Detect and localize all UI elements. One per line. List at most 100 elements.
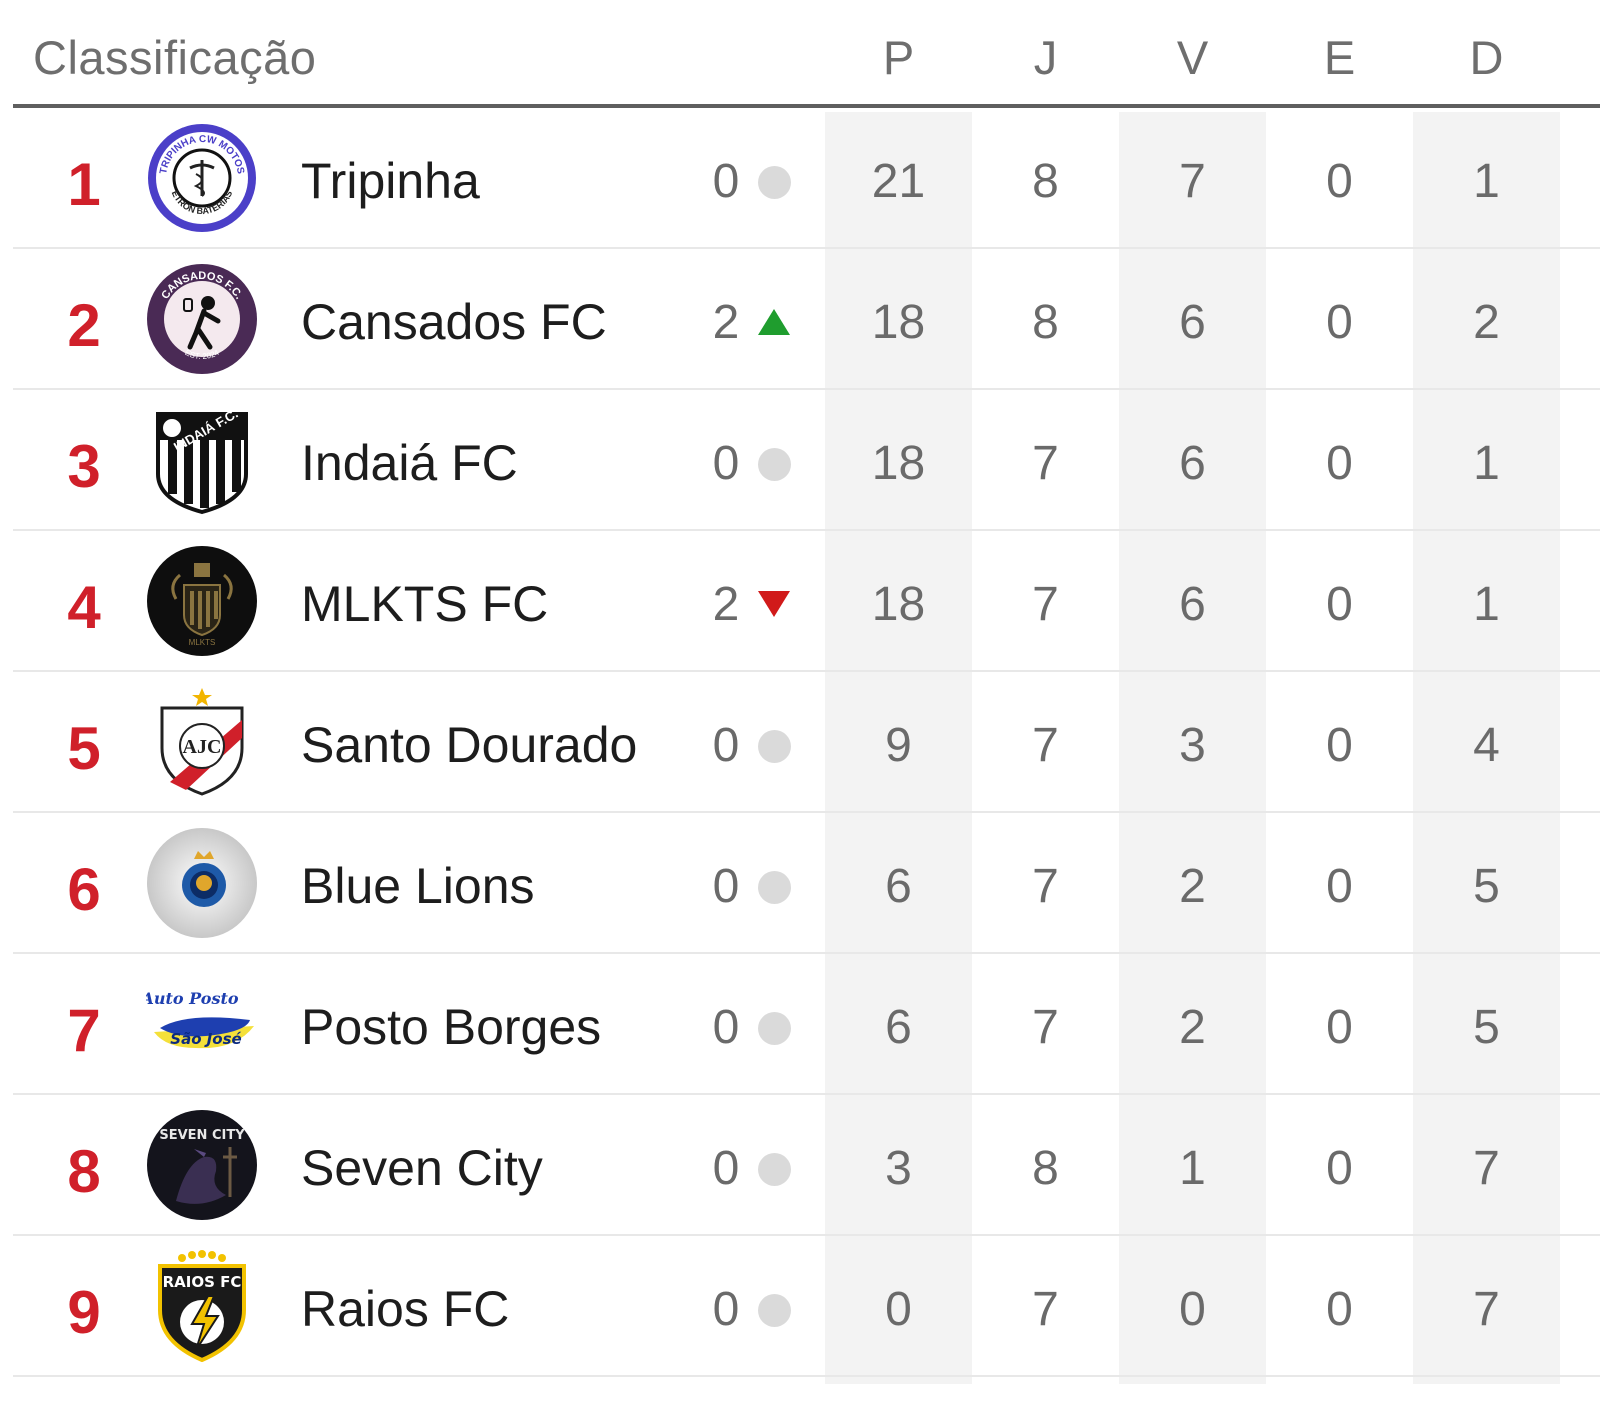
position-change: 0	[712, 155, 740, 208]
table-header: Classificação P J V E D	[13, 0, 1600, 108]
team-name[interactable]: Indaiá FC	[301, 435, 518, 491]
trend-unchanged-icon	[758, 871, 791, 904]
column-shade-losses	[1413, 112, 1560, 1384]
table-row-3[interactable]: 3 INDAIÁ F.C. Indaiá FC 0 18 7 6 0 1	[13, 390, 1600, 531]
svg-text:EST. 2024: EST. 2024	[183, 348, 221, 361]
stat-draws: 0	[1326, 1001, 1353, 1054]
team-name[interactable]: Blue Lions	[301, 858, 535, 914]
standings-table: Classificação P J V E D 1 TRIPINHA CW MO…	[13, 0, 1600, 1384]
stat-draws: 0	[1326, 437, 1353, 490]
position-number: 6	[67, 856, 101, 923]
team-name[interactable]: Posto Borges	[301, 999, 602, 1055]
stat-draws: 0	[1326, 296, 1353, 349]
team-name[interactable]: Santo Dourado	[301, 717, 638, 773]
trend-down-icon	[758, 591, 790, 617]
stat-games: 8	[1032, 155, 1059, 208]
stat-points: 6	[885, 1001, 912, 1054]
indaia-crest-icon: INDAIÁ F.C.	[146, 404, 258, 516]
trend-unchanged-icon	[758, 166, 791, 199]
trend-up-icon	[758, 309, 790, 335]
stat-points: 3	[885, 1142, 912, 1195]
stat-losses: 7	[1473, 1283, 1500, 1336]
position-number: 2	[67, 292, 101, 359]
column-header-draws[interactable]: E	[1323, 31, 1356, 84]
stat-draws: 0	[1326, 1283, 1353, 1336]
stat-wins: 6	[1179, 296, 1206, 349]
trend-indicator	[756, 587, 792, 623]
trend-unchanged-icon	[758, 448, 791, 481]
standings-title: Classificação	[33, 31, 317, 84]
stat-wins: 2	[1179, 1001, 1206, 1054]
stat-points: 9	[885, 719, 912, 772]
column-shade-wins	[1119, 112, 1266, 1384]
position-number: 8	[67, 1138, 101, 1205]
trend-indicator	[756, 446, 792, 482]
stat-losses: 5	[1473, 860, 1500, 913]
position-change: 0	[712, 1283, 740, 1336]
team-name[interactable]: Cansados FC	[301, 294, 607, 350]
position-change: 2	[712, 578, 740, 631]
position-change: 0	[712, 1142, 740, 1195]
column-header-losses[interactable]: D	[1469, 31, 1504, 84]
stat-games: 7	[1032, 578, 1059, 631]
stat-points: 18	[871, 578, 926, 631]
stat-points: 0	[885, 1283, 912, 1336]
team-name[interactable]: Seven City	[301, 1140, 543, 1196]
position-number: 9	[67, 1279, 101, 1346]
cansados-crest-icon: CANSADOS F.C. EST. 2024	[146, 263, 258, 375]
table-row-5[interactable]: 5 AJC Santo Dourado 0 9 7 3 0 4	[13, 672, 1600, 813]
trend-unchanged-icon	[758, 1012, 791, 1045]
position-change: 0	[712, 719, 740, 772]
stat-points: 18	[871, 296, 926, 349]
stat-games: 7	[1032, 437, 1059, 490]
trend-indicator	[756, 1292, 792, 1328]
blue-lions-crest-icon	[146, 827, 258, 939]
table-row-2[interactable]: 2 CANSADOS F.C. EST. 2024 Cansados FC 2 1…	[13, 249, 1600, 390]
stat-losses: 1	[1473, 578, 1500, 631]
trend-indicator	[756, 869, 792, 905]
position-change: 0	[712, 437, 740, 490]
tripinha-crest-icon: TRIPINHA CW MOTOS ETRON BATERIAS	[146, 122, 258, 234]
team-name[interactable]: MLKTS FC	[301, 576, 549, 632]
table-row-4[interactable]: 4 MLKTS MLKTS FC 2 18 7 6 0 1	[13, 531, 1600, 672]
stat-games: 7	[1032, 719, 1059, 772]
mlkts-crest-icon: MLKTS	[146, 545, 258, 657]
table-row-8[interactable]: 8 SEVEN CITY Seven City 0 3 8 1 0 7	[13, 1095, 1600, 1236]
trend-indicator	[756, 728, 792, 764]
svg-text:Auto Posto: Auto Posto	[146, 989, 239, 1008]
stat-wins: 3	[1179, 719, 1206, 772]
stat-games: 8	[1032, 296, 1059, 349]
position-number: 1	[67, 151, 101, 218]
stat-losses: 4	[1473, 719, 1500, 772]
stat-draws: 0	[1326, 155, 1353, 208]
trend-unchanged-icon	[758, 1153, 791, 1186]
table-row-9[interactable]: 9 RAIOS FC Raios FC 0 0 7 0 0 7	[13, 1236, 1600, 1377]
stat-wins: 6	[1179, 437, 1206, 490]
table-row-7[interactable]: 7 Auto Posto São José Posto Borges 0 6 7 …	[13, 954, 1600, 1095]
stat-draws: 0	[1326, 860, 1353, 913]
svg-text:SEVEN CITY: SEVEN CITY	[159, 1128, 245, 1143]
trend-indicator	[756, 305, 792, 341]
stat-points: 21	[871, 155, 926, 208]
stat-losses: 2	[1473, 296, 1500, 349]
column-header-points[interactable]: P	[882, 31, 915, 84]
table-row-6[interactable]: 6 Blue Lions 0 6 7 2 0 5	[13, 813, 1600, 954]
stat-losses: 1	[1473, 437, 1500, 490]
stat-games: 7	[1032, 1283, 1059, 1336]
svg-text:AJC: AJC	[183, 736, 222, 758]
trend-unchanged-icon	[758, 1294, 791, 1327]
column-header-games[interactable]: J	[1033, 31, 1058, 84]
position-number: 3	[67, 433, 101, 500]
stat-points: 18	[871, 437, 926, 490]
column-header-wins[interactable]: V	[1176, 31, 1209, 84]
table-row-1[interactable]: 1 TRIPINHA CW MOTOS ETRON BATERIAS Tripin…	[13, 108, 1600, 249]
trend-indicator	[756, 1151, 792, 1187]
stat-games: 8	[1032, 1142, 1059, 1195]
stat-draws: 0	[1326, 719, 1353, 772]
standings-rows: 1 TRIPINHA CW MOTOS ETRON BATERIAS Tripin…	[13, 108, 1600, 1384]
position-number: 4	[67, 574, 101, 641]
team-name[interactable]: Raios FC	[301, 1281, 510, 1337]
stat-games: 7	[1032, 1001, 1059, 1054]
team-name[interactable]: Tripinha	[301, 153, 480, 209]
stat-wins: 1	[1179, 1142, 1206, 1195]
